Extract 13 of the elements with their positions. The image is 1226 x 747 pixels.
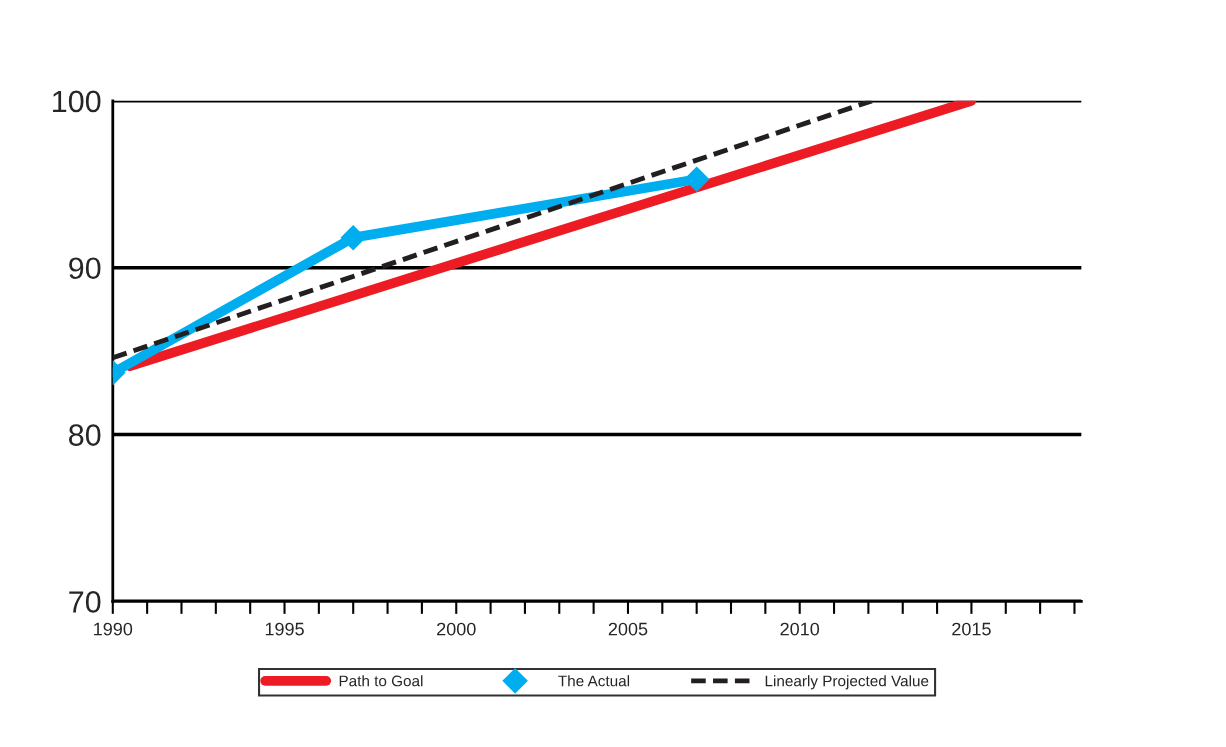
- x-tick-label: 2015: [952, 622, 991, 636]
- x-tick-label: 1995: [265, 622, 304, 636]
- x-tick-label: 2005: [608, 622, 648, 636]
- legend-label: Linearly Projected Value: [765, 675, 929, 690]
- legend-label: Path to Goal: [339, 675, 423, 687]
- legend-label: The Actual: [558, 675, 630, 687]
- y-tick-label: 70: [69, 591, 101, 613]
- x-tick-label: 2010: [780, 622, 820, 636]
- y-tick-label: 100: [53, 90, 101, 113]
- y-tick-label: 80: [69, 424, 101, 446]
- x-tick-label: 1990: [94, 622, 133, 636]
- x-tick-label: 2000: [437, 622, 476, 636]
- y-tick-label: 90: [69, 257, 101, 280]
